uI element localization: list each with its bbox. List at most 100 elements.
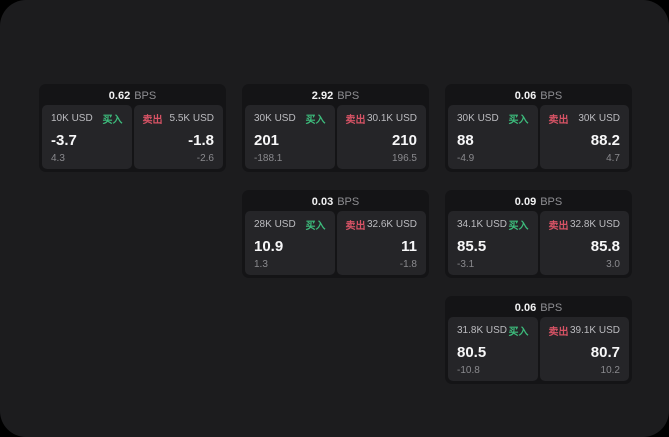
sell-price: 210 (391, 131, 417, 149)
buy-pane-top: 30K USD 买入 (254, 111, 326, 126)
sell-label: 卖出 (548, 221, 569, 232)
quote-card[interactable]: 0.06 BPS 30K USD 买入 88 -4.9 卖出 (445, 84, 632, 172)
sell-pane[interactable]: 卖出 32.6K USD 11 -1.8 (336, 211, 426, 275)
bps-value: 0.03 (311, 196, 334, 208)
sell-pane[interactable]: 卖出 30K USD 88.2 4.7 (539, 105, 629, 169)
buy-amount: 10K USD (51, 113, 93, 124)
sell-price: 88.2 (590, 131, 620, 149)
buy-label: 买入 (508, 221, 529, 232)
buy-delta: -10.8 (457, 365, 480, 376)
card-header: 2.92 BPS (245, 87, 426, 105)
quote-card[interactable]: 0.62 BPS 10K USD 买入 -3.7 4.3 卖出 (39, 84, 226, 172)
bps-unit-label: BPS (540, 196, 563, 208)
sell-delta: -2.6 (196, 153, 214, 164)
bps-value: 0.06 (514, 90, 537, 102)
quote-card[interactable]: 0.03 BPS 28K USD 买入 10.9 1.3 卖出 (242, 190, 429, 278)
sell-amount: 30K USD (578, 113, 620, 124)
buy-delta: 4.3 (51, 153, 65, 164)
sell-delta: 196.5 (391, 153, 417, 164)
bps-unit-label: BPS (337, 196, 360, 208)
sell-delta: -1.8 (399, 259, 417, 270)
quotes-grid: 0.62 BPS 10K USD 买入 -3.7 4.3 卖出 (39, 84, 632, 384)
sell-pane[interactable]: 卖出 30.1K USD 210 196.5 (336, 105, 426, 169)
buy-amount: 28K USD (254, 219, 296, 230)
card-header: 0.03 BPS (245, 193, 426, 211)
sell-label: 卖出 (548, 115, 569, 126)
buy-amount: 30K USD (457, 113, 499, 124)
buy-price: -3.7 (51, 131, 77, 149)
bps-unit-label: BPS (540, 302, 563, 314)
buy-pane-top: 28K USD 买入 (254, 217, 326, 232)
sell-amount: 30.1K USD (366, 113, 417, 124)
bps-value: 0.62 (108, 90, 131, 102)
card-body: 30K USD 买入 88 -4.9 卖出 30K USD 88.2 4.7 (448, 105, 629, 169)
bps-unit-label: BPS (134, 90, 157, 102)
buy-delta: 1.3 (254, 259, 268, 270)
card-body: 31.8K USD 买入 80.5 -10.8 卖出 39.1K USD 80.… (448, 317, 629, 381)
sell-delta: 4.7 (606, 153, 620, 164)
buy-pane[interactable]: 30K USD 买入 201 -188.1 (245, 105, 335, 169)
sell-amount: 5.5K USD (169, 113, 214, 124)
card-body: 28K USD 买入 10.9 1.3 卖出 32.6K USD 11 -1.8 (245, 211, 426, 275)
sell-delta: 3.0 (606, 259, 620, 270)
sell-label: 卖出 (345, 115, 366, 126)
card-header: 0.06 BPS (448, 87, 629, 105)
quote-card[interactable]: 2.92 BPS 30K USD 买入 201 -188.1 卖出 (242, 84, 429, 172)
buy-delta: -3.1 (457, 259, 475, 270)
bps-value: 2.92 (311, 90, 334, 102)
sell-price: 80.7 (590, 343, 620, 361)
sell-price: -1.8 (188, 131, 214, 149)
buy-price: 80.5 (457, 343, 487, 361)
buy-label: 买入 (508, 115, 529, 126)
buy-pane-top: 30K USD 买入 (457, 111, 529, 126)
bps-unit-label: BPS (540, 90, 563, 102)
sell-delta: 10.2 (600, 365, 620, 376)
sell-pane-top: 卖出 30K USD (549, 111, 621, 126)
sell-amount: 32.8K USD (569, 219, 620, 230)
bps-value: 0.06 (514, 302, 537, 314)
buy-pane[interactable]: 31.8K USD 买入 80.5 -10.8 (448, 317, 538, 381)
bps-value: 0.09 (514, 196, 537, 208)
buy-label: 买入 (305, 115, 326, 126)
buy-delta: -188.1 (254, 153, 283, 164)
card-header: 0.06 BPS (448, 299, 629, 317)
sell-label: 卖出 (345, 221, 366, 232)
buy-price: 85.5 (457, 237, 487, 255)
card-header: 0.09 BPS (448, 193, 629, 211)
buy-price: 88 (457, 131, 474, 149)
sell-amount: 39.1K USD (569, 325, 620, 336)
buy-price: 201 (254, 131, 280, 149)
buy-pane[interactable]: 10K USD 买入 -3.7 4.3 (42, 105, 132, 169)
buy-label: 买入 (305, 221, 326, 232)
buy-pane[interactable]: 28K USD 买入 10.9 1.3 (245, 211, 335, 275)
card-header: 0.62 BPS (42, 87, 223, 105)
sell-amount: 32.6K USD (366, 219, 417, 230)
quote-card[interactable]: 0.09 BPS 34.1K USD 买入 85.5 -3.1 卖出 (445, 190, 632, 278)
sell-pane-top: 卖出 32.6K USD (346, 217, 418, 232)
buy-pane[interactable]: 34.1K USD 买入 85.5 -3.1 (448, 211, 538, 275)
sell-label: 卖出 (548, 327, 569, 338)
sell-pane[interactable]: 卖出 39.1K USD 80.7 10.2 (539, 317, 629, 381)
sell-pane[interactable]: 卖出 32.8K USD 85.8 3.0 (539, 211, 629, 275)
card-body: 34.1K USD 买入 85.5 -3.1 卖出 32.8K USD 85.8… (448, 211, 629, 275)
buy-pane-top: 10K USD 买入 (51, 111, 123, 126)
buy-price: 10.9 (254, 237, 284, 255)
buy-pane-top: 31.8K USD 买入 (457, 323, 529, 338)
buy-amount: 31.8K USD (457, 325, 508, 336)
sell-pane-top: 卖出 39.1K USD (549, 323, 621, 338)
buy-pane[interactable]: 30K USD 买入 88 -4.9 (448, 105, 538, 169)
sell-price: 85.8 (590, 237, 620, 255)
buy-delta: -4.9 (457, 153, 475, 164)
card-body: 10K USD 买入 -3.7 4.3 卖出 5.5K USD -1.8 -2.… (42, 105, 223, 169)
buy-label: 买入 (102, 115, 123, 126)
quote-card[interactable]: 0.06 BPS 31.8K USD 买入 80.5 -10.8 卖 (445, 296, 632, 384)
bps-unit-label: BPS (337, 90, 360, 102)
sell-label: 卖出 (142, 115, 163, 126)
sell-pane[interactable]: 卖出 5.5K USD -1.8 -2.6 (133, 105, 223, 169)
buy-pane-top: 34.1K USD 买入 (457, 217, 529, 232)
card-body: 30K USD 买入 201 -188.1 卖出 30.1K USD 210 1… (245, 105, 426, 169)
sell-price: 11 (401, 237, 417, 255)
sell-pane-top: 卖出 30.1K USD (346, 111, 418, 126)
